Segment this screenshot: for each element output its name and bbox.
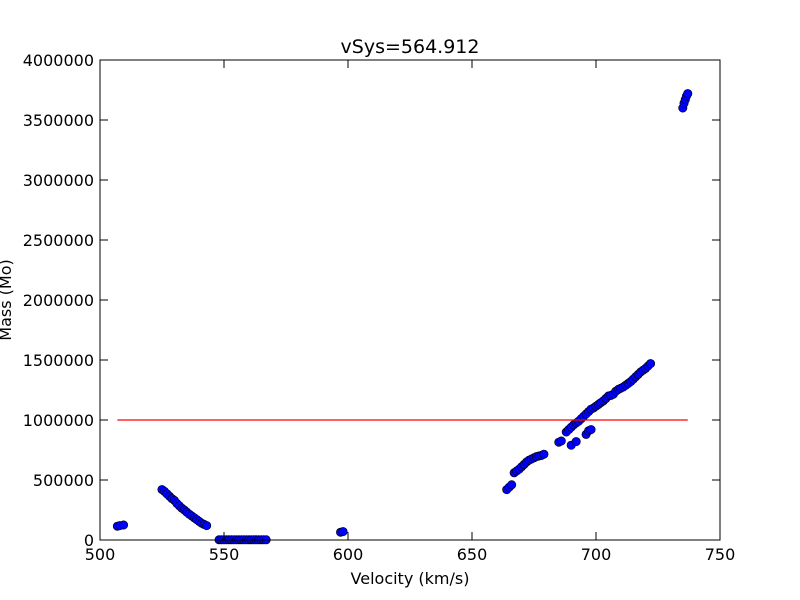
data-point bbox=[507, 480, 517, 490]
x-axis-label: Velocity (km/s) bbox=[351, 569, 470, 588]
y-tick-label: 3500000 bbox=[23, 111, 94, 130]
data-point bbox=[586, 425, 596, 435]
x-tick-label: 600 bbox=[333, 545, 364, 564]
data-point bbox=[556, 436, 566, 446]
data-point bbox=[202, 521, 212, 531]
y-tick-label: 500000 bbox=[33, 471, 94, 490]
x-tick-label: 550 bbox=[209, 545, 240, 564]
ticks-layer: 500 550 600 650 700 750 0 500000 1000000 1500000 2… bbox=[23, 51, 736, 564]
plot-frame bbox=[99, 59, 721, 541]
chart-title: vSys=564.912 bbox=[341, 36, 480, 58]
plot-layer bbox=[112, 89, 693, 545]
y-tick-label: 1000000 bbox=[23, 411, 94, 430]
data-point bbox=[683, 89, 693, 99]
y-axis-label: Mass (Mo) bbox=[0, 259, 15, 340]
y-tick-label: 0 bbox=[84, 531, 94, 550]
y-tick-label: 2000000 bbox=[23, 291, 94, 310]
y-tick-label: 3000000 bbox=[23, 171, 94, 190]
data-point bbox=[539, 449, 549, 459]
x-tick-label: 650 bbox=[457, 545, 488, 564]
data-point bbox=[646, 359, 656, 369]
data-point bbox=[119, 520, 129, 530]
y-tick-label: 1500000 bbox=[23, 351, 94, 370]
x-tick-label: 700 bbox=[581, 545, 612, 564]
y-tick-label: 4000000 bbox=[23, 51, 94, 70]
y-tick-label: 2500000 bbox=[23, 231, 94, 250]
data-point bbox=[571, 437, 581, 447]
data-point bbox=[338, 527, 348, 537]
x-tick-label: 500 bbox=[85, 545, 116, 564]
x-tick-label: 750 bbox=[705, 545, 736, 564]
